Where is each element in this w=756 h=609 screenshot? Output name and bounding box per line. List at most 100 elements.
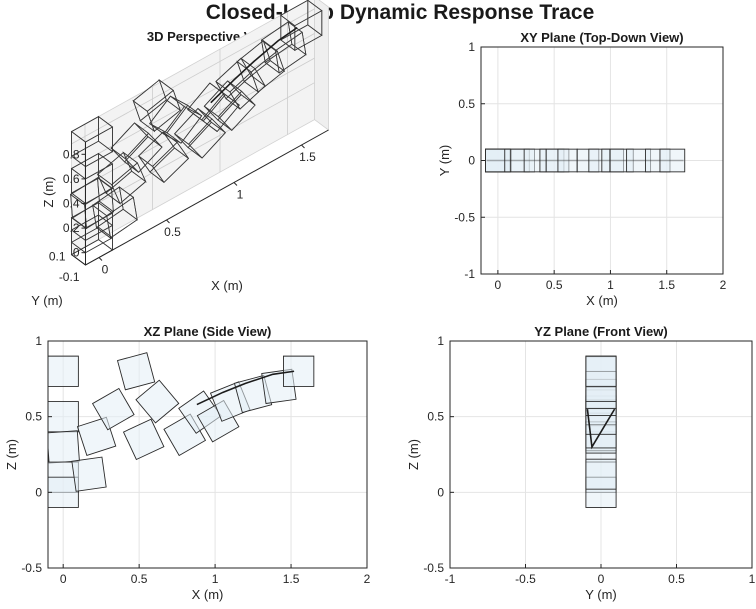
x-tick-label: 0.5 <box>668 572 685 586</box>
y-tick-label: -0.5 <box>21 561 42 575</box>
trace-cube <box>174 107 226 159</box>
trace-box <box>48 430 80 464</box>
cube-face <box>280 24 323 51</box>
cube-face <box>187 121 226 159</box>
y-axis-label: Y (m) <box>31 293 63 308</box>
cube-face <box>280 0 323 27</box>
z-tick-label: 0.2 <box>63 221 80 235</box>
cube-face <box>92 186 135 217</box>
cube-face <box>124 136 163 173</box>
trace-cube <box>203 80 256 131</box>
y-tick-label: -0.5 <box>454 210 475 224</box>
x-tick-label: 0 <box>598 572 605 586</box>
panel-xy-plane: XY Plane (Top-Down View) 0 0.5 1 1.5 2 -1 -0.5 0… <box>437 30 727 308</box>
x-tick-label: 0 <box>60 572 67 586</box>
x-tick-label: 1.5 <box>283 572 300 586</box>
trace-box <box>135 379 180 424</box>
z-tick-label: 0.6 <box>63 172 80 186</box>
cube-face <box>137 131 178 167</box>
trace-box <box>116 352 156 391</box>
cube-face <box>203 80 243 118</box>
cube-face <box>202 94 240 133</box>
cube-face <box>187 82 225 121</box>
cube-face <box>69 177 113 206</box>
cube-face <box>105 170 147 205</box>
z-tick-label: 0.8 <box>63 147 80 161</box>
x-tick-label: 2 <box>720 278 727 292</box>
x-tick-label: 1.5 <box>658 278 675 292</box>
y-tick-label: -1 <box>464 267 475 281</box>
y-tick-label: 0 <box>35 485 42 499</box>
y-tick-label: 0.5 <box>427 410 444 424</box>
cube-face <box>95 208 138 239</box>
cube-face <box>166 104 203 144</box>
trace-box <box>283 355 315 387</box>
x-tick-label: -0.5 <box>515 572 536 586</box>
cube-face <box>174 107 213 145</box>
cube-face <box>70 116 114 143</box>
panel-xz-plane: XZ Plane (Side View)0 0.5 1 1.5 2-0.500.51X … <box>4 324 371 602</box>
trace-cube <box>110 122 163 173</box>
cube-face <box>149 95 185 135</box>
cube-face <box>149 147 190 183</box>
trace-box <box>48 355 79 387</box>
x-tick-label: 0.5 <box>164 225 181 239</box>
x-tick-label: 0.5 <box>131 572 148 586</box>
x-axis-label: X (m) <box>586 293 618 308</box>
x-tick-label: 1 <box>237 188 244 202</box>
x-tick-label: 2 <box>364 572 371 586</box>
trace-box <box>48 476 79 508</box>
trace-path <box>196 370 295 406</box>
panel-title: XZ Plane (Side View) <box>144 324 272 339</box>
cube-face <box>139 99 181 132</box>
trace-path <box>210 26 298 104</box>
x-tick-label: 1.5 <box>299 150 316 164</box>
y-tick-label: 0.5 <box>458 97 475 111</box>
trace-cube <box>92 186 138 239</box>
z-tick-label: 0.4 <box>63 197 80 211</box>
y-tick-label: -0.1 <box>59 270 80 284</box>
cube-face <box>70 140 114 168</box>
cube-face <box>260 21 303 52</box>
y-axis-label: Z (m) <box>4 439 19 470</box>
trace-box <box>48 401 79 433</box>
y-axis-line <box>71 254 86 266</box>
x-axis-label: X (m) <box>211 278 243 293</box>
y-tick-label: -0.5 <box>423 561 444 575</box>
trace-cube <box>280 0 323 52</box>
plot-frame <box>47 340 368 569</box>
cube-face <box>264 43 307 74</box>
y-axis-label: Y (m) <box>437 145 452 177</box>
trace-cube <box>187 82 240 133</box>
x-tick-label: 0 <box>102 263 109 277</box>
y-tick-label: 0.5 <box>25 410 42 424</box>
trace-cube <box>260 20 307 74</box>
data-layer <box>585 355 617 508</box>
x-tick-mark <box>233 182 238 186</box>
x-axis-label: Y (m) <box>585 587 617 602</box>
y-tick-label: 1 <box>35 334 42 348</box>
trace-box <box>585 355 617 387</box>
x-tick-label: 0.5 <box>546 278 563 292</box>
cube-face <box>236 40 278 73</box>
x-tick-label: 1 <box>212 572 219 586</box>
trace-cube <box>137 131 190 184</box>
z-tick-label: 0 <box>73 246 80 260</box>
x-axis-line <box>85 129 329 266</box>
trace-box <box>71 456 107 492</box>
trace-box <box>585 458 617 490</box>
panel-yz-plane: YZ Plane (Front View)-1 -0.5 0 0.5 1-0.500.5… <box>406 324 756 602</box>
cube-face <box>70 202 114 229</box>
y-tick-label: 0.1 <box>49 250 66 264</box>
x-tick-label: -1 <box>445 572 456 586</box>
x-tick-mark <box>166 219 170 224</box>
figure-title: Closed-Loop Dynamic Response Trace <box>206 1 595 24</box>
panel-title: XY Plane (Top-Down View) <box>520 30 683 45</box>
y-tick-label: 1 <box>468 40 475 54</box>
trace-cube <box>96 151 147 205</box>
x-tick-label: 1 <box>607 278 614 292</box>
trace-path <box>586 408 616 450</box>
x-tick-mark <box>301 144 305 149</box>
